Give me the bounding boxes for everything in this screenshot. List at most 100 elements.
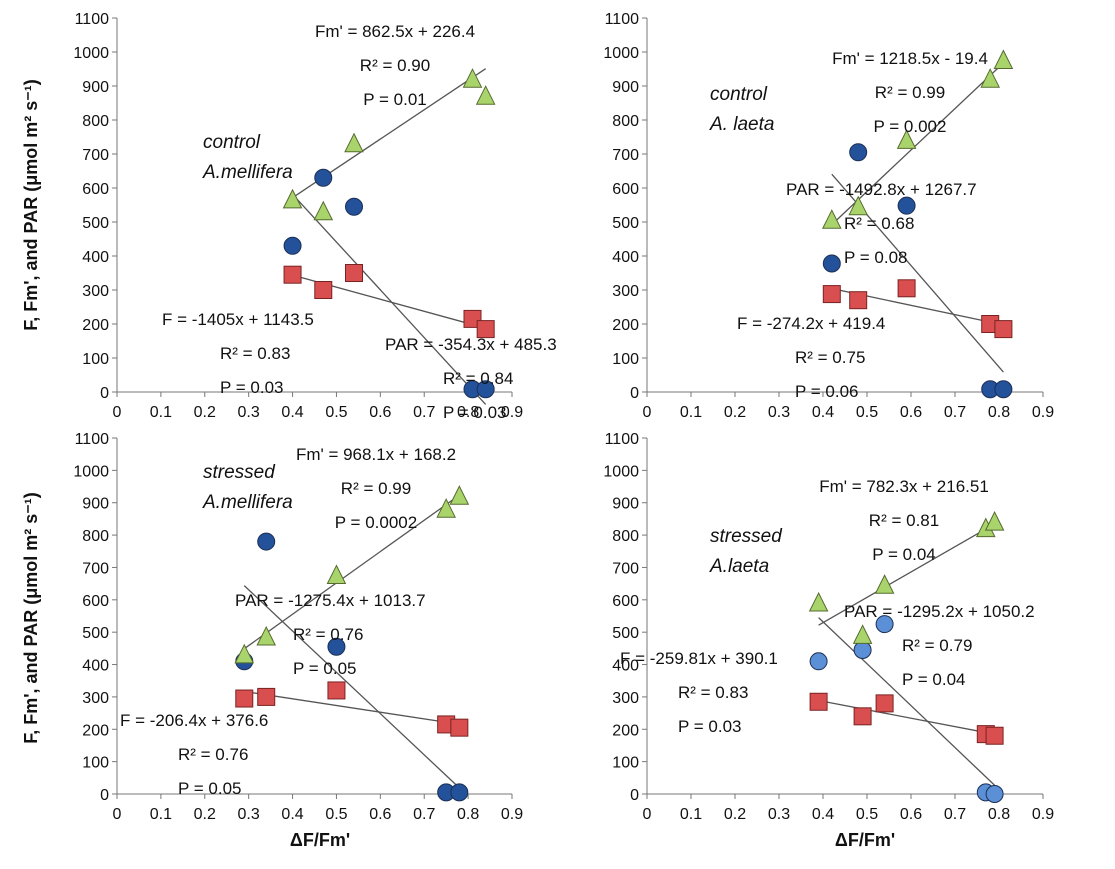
regression-annotation: P = 0.03: [443, 403, 507, 422]
y-tick-label: 0: [100, 787, 109, 804]
x-tick-label: 0.3: [238, 806, 260, 823]
par-point: [875, 615, 894, 634]
regression-annotation: P = 0.002: [874, 117, 947, 136]
regression-annotation: F = -1405x + 1143.5: [162, 310, 314, 329]
y-tick-label: 1100: [75, 11, 110, 28]
f-point: [345, 264, 363, 282]
regression-annotation: Fm' = 782.3x + 216.51: [819, 477, 989, 496]
y-axis-label-bottom: F, Fm', and PAR (μmol m² s⁻¹): [21, 492, 41, 743]
chart-panel-3: 0 100 200 300 400 500 600 700 800 900 1000 1100 0 0.1…: [73, 431, 523, 823]
par-point: [849, 143, 868, 162]
y-axis-label-top: F, Fm', and PAR (μmol m² s⁻¹): [21, 79, 41, 330]
chart-panel-1: 0 100 200 300 400 500 600 700 800 900 1000 1100 0 0.1…: [73, 11, 556, 422]
x-tick-label: 0.1: [680, 806, 702, 823]
y-tick-label: 0: [630, 385, 639, 402]
x-tick-label: 0.6: [900, 404, 922, 421]
regression-annotation: P = 0.04: [902, 670, 966, 689]
regression-annotation: PAR = -1275.4x + 1013.7: [235, 591, 426, 610]
x-tick-label: 0.3: [238, 404, 260, 421]
regression-annotation: R² = 0.79: [902, 636, 972, 655]
f-point: [327, 681, 346, 700]
condition-label: stressed: [710, 526, 783, 547]
f-point: [809, 692, 828, 711]
regression-annotation: P = 0.05: [178, 779, 242, 798]
f-point: [314, 281, 333, 299]
y-tick-label: 800: [612, 113, 639, 130]
par-point: [257, 532, 276, 551]
regression-annotation: R² = 0.76: [293, 625, 363, 644]
fm-point: [475, 85, 496, 105]
par-point: [853, 640, 872, 659]
x-tick-label: 0.8: [988, 806, 1010, 823]
f-point: [822, 285, 841, 304]
x-tick-label: 0.9: [501, 404, 523, 421]
x-tick-label: 0.9: [1032, 404, 1054, 421]
fm-point: [808, 591, 829, 612]
par-point: [314, 168, 333, 187]
condition-label: control: [203, 132, 261, 153]
x-tick-label: 0.2: [724, 404, 746, 421]
fm-point: [848, 195, 869, 216]
f-point: [994, 320, 1013, 339]
fm-point: [874, 574, 895, 594]
y-tick-label: 300: [612, 690, 639, 707]
y-tick-label: 700: [612, 560, 639, 577]
y-tick-label: 200: [82, 317, 109, 334]
par-point: [809, 652, 828, 671]
regression-annotation: P = 0.03: [678, 717, 742, 736]
f-point: [450, 718, 469, 737]
y-tick-label: 900: [612, 496, 639, 513]
x-tick-label: 0: [643, 806, 652, 823]
regression-annotation: P = 0.01: [363, 90, 427, 109]
regression-annotation: R² = 0.83: [220, 344, 290, 363]
fm-point: [449, 485, 470, 505]
y-tick-label: 1000: [603, 45, 639, 62]
x-tick-label: 0.5: [325, 404, 347, 421]
regression-annotation: P = 0.06: [795, 382, 859, 401]
trend-line-f: [244, 690, 460, 725]
y-tick-label: 100: [82, 351, 109, 368]
x-tick-label: 0.6: [900, 806, 922, 823]
regression-annotation: Fm' = 1218.5x - 19.4: [832, 49, 988, 68]
y-tick-label: 500: [612, 625, 639, 642]
x-tick-label: 0.4: [812, 806, 834, 823]
fm-point: [256, 625, 277, 646]
x-tick-label: 0.6: [369, 806, 391, 823]
condition-label: A.mellifera: [202, 492, 293, 513]
fm-point: [462, 68, 483, 88]
regression-annotation: Fm' = 968.1x + 168.2: [296, 445, 456, 464]
regression-annotation: Fm' = 862.5x + 226.4: [315, 22, 475, 41]
y-tick-label: 200: [612, 722, 639, 739]
x-tick-label: 0.2: [724, 806, 746, 823]
trend-line-par: [243, 585, 460, 789]
y-tick-label: 400: [82, 249, 109, 266]
regression-annotation: P = 0.08: [844, 248, 908, 267]
regression-annotation: R² = 0.90: [360, 56, 430, 75]
x-tick-label: 0.3: [768, 404, 790, 421]
y-tick-label: 700: [82, 147, 109, 164]
x-tick-label: 0.5: [325, 806, 347, 823]
chart-panel-2: 0 100 200 300 400 500 600 700 800 900 1000 1100 0 0.1…: [603, 11, 1054, 421]
trend-line-fm: [243, 494, 460, 650]
regression-annotation: PAR = -354.3x + 485.3: [385, 335, 557, 354]
y-tick-label: 700: [612, 147, 639, 164]
y-tick-label: 800: [612, 528, 639, 545]
x-tick-label: 0.5: [856, 404, 878, 421]
regression-annotation: R² = 0.99: [875, 83, 945, 102]
x-tick-label: 0.7: [413, 806, 435, 823]
y-tick-label: 100: [82, 755, 109, 772]
y-tick-label: 900: [82, 496, 109, 513]
par-point: [985, 785, 1004, 803]
trend-line-fm: [818, 523, 995, 626]
regression-annotation: R² = 0.68: [844, 214, 914, 233]
regression-annotation: R² = 0.75: [795, 348, 865, 367]
f-point: [476, 320, 495, 339]
f-point: [897, 279, 916, 298]
y-tick-label: 900: [82, 79, 109, 96]
par-point: [450, 783, 469, 802]
y-tick-label: 800: [82, 113, 109, 130]
x-tick-label: 0.5: [856, 806, 878, 823]
fm-point: [282, 188, 303, 209]
f-point: [257, 687, 276, 706]
